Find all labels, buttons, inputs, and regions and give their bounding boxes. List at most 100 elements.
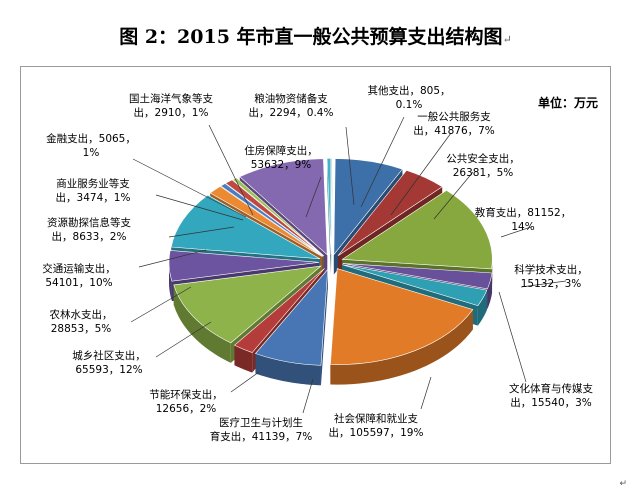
- slice-label-line: 出，41876，7%: [413, 124, 495, 137]
- pie-slice-7: [330, 268, 474, 365]
- slice-label: 商业服务业等支 出，3474，1%: [56, 178, 131, 205]
- pie-slice-2: [333, 158, 403, 256]
- slice-label-line: 出，105597，19%: [328, 426, 424, 439]
- leader-line: [420, 376, 432, 410]
- slice-label-line: 科学技术支出，: [514, 264, 588, 276]
- slice-outer-wall: [477, 290, 487, 326]
- slice-label-line: 商业服务业等支: [56, 178, 130, 190]
- slice-label-line: 社会保障和就业支: [333, 413, 418, 425]
- slice-label-line: 文化体育与传媒支: [509, 383, 593, 395]
- slice-label-line: 医疗卫生与计划生: [219, 417, 303, 429]
- pie-slice-10: [173, 265, 322, 344]
- slice-label-line: 节能环保支出，: [149, 389, 223, 401]
- slice-label-line: 14%: [511, 220, 535, 233]
- pie-slice-4: [341, 189, 493, 270]
- slice-outer-wall: [234, 345, 253, 373]
- pie-slice-9: [233, 268, 325, 353]
- slice-label-line: 54101，10%: [45, 276, 113, 289]
- slice-label-line: 12656，2%: [155, 402, 217, 415]
- pie-slice-5: [342, 263, 493, 290]
- leader-line: [305, 176, 322, 218]
- slice-label: 科学技术支出， 15132，3%: [514, 264, 588, 291]
- slice-label: 住房保障支出， 53632，9%: [244, 145, 318, 172]
- slice-label: 粮油物资储备支 出，2294，0.4%: [249, 93, 334, 120]
- pie-slice-15: [225, 179, 324, 257]
- slice-label-line: 农林水支出，: [49, 309, 113, 321]
- pie-slice-13: [209, 186, 323, 257]
- slice-label: 金融支出，5065， 1%: [46, 133, 136, 160]
- slice-label-line: 出，3474，1%: [55, 191, 131, 204]
- leader-line: [390, 132, 452, 216]
- pie-slice-16: [231, 177, 325, 257]
- leader-line: [208, 124, 254, 216]
- leader-line: [230, 371, 260, 393]
- slice-label: 其他支出，805， 0.1%: [367, 85, 450, 112]
- slice-label-line: 0.1%: [395, 98, 423, 111]
- slice-label: 文化体育与传媒支 出，15540，3%: [509, 383, 593, 410]
- slice-label-line: 交通运输支出，: [42, 263, 116, 275]
- pie-slice-6: [342, 264, 488, 307]
- slice-label-line: 出，8633，2%: [51, 230, 127, 243]
- leader-line: [520, 280, 567, 288]
- slice-label-line: 一般公共服务支: [417, 111, 491, 123]
- pie-slice-18: [326, 158, 332, 255]
- figure-title: 图 2：2015 年市直一般公共预算支出结构图↵: [119, 26, 512, 48]
- unit-label: 单位：万元: [537, 96, 598, 110]
- pie-slice-1: [330, 158, 333, 255]
- slice-label-line: 资源勘探信息等支: [47, 217, 131, 229]
- slice-label: 社会保障和就业支 出，105597，19%: [329, 413, 424, 440]
- slice-label: 节能环保支出， 12656，2%: [149, 389, 223, 416]
- leader-line: [360, 116, 405, 208]
- leader-line: [155, 194, 244, 221]
- leader-line: [302, 378, 314, 414]
- leader-line: [138, 249, 207, 268]
- pie-slice-3: [337, 170, 443, 257]
- slice-label: 公共安全支出， 26381，5%: [446, 153, 520, 180]
- leader-line: [345, 126, 355, 206]
- paragraph-mark: ↵: [502, 33, 512, 46]
- slice-label-line: 国土海洋气象等支: [129, 93, 213, 105]
- slice-outer-wall: [330, 309, 473, 385]
- slice-label-line: 65593，12%: [75, 363, 143, 376]
- slice-label-line: 粮油物资储备支: [254, 93, 328, 105]
- leader-line: [168, 226, 235, 238]
- slice-label-line: 15132，3%: [520, 277, 582, 290]
- slice-label: 农林水支出， 28853，5%: [50, 309, 113, 336]
- slice-label-line: 住房保障支出，: [244, 145, 318, 157]
- pie-slice-8: [254, 268, 329, 366]
- pie-slice-12: [170, 194, 321, 260]
- slice-label-line: 其他支出，805，: [367, 85, 451, 97]
- slice-label: 交通运输支出， 54101，10%: [42, 263, 116, 290]
- slice-label: 城乡社区支出， 65593，12%: [72, 350, 146, 377]
- leader-lines: [130, 116, 567, 414]
- slice-label-line: 出，2910，1%: [133, 106, 209, 119]
- slice-outer-wall: [173, 284, 231, 363]
- chart-frame: 单位：万元 其他支出，805， 0.1% 一般公共服务支 出，41876，7% 公共安全…: [20, 66, 611, 464]
- slice-label: 医疗卫生与计划生 育支出，41139，7%: [210, 417, 313, 444]
- pie-chart: [130, 116, 567, 414]
- pie-slice-17: [239, 158, 328, 256]
- slice-radial-wall: [320, 269, 328, 386]
- slice-outer-wall: [255, 353, 321, 386]
- slice-label-line: 28853，5%: [50, 322, 112, 335]
- slice-label-line: 53632，9%: [250, 158, 312, 171]
- leader-line: [132, 158, 247, 218]
- slice-label-line: 出，15540，3%: [510, 396, 592, 409]
- leader-line: [498, 291, 527, 383]
- leader-line: [155, 321, 212, 358]
- slice-label-line: 育支出，41139，7%: [209, 430, 313, 443]
- slice-label-line: 1%: [82, 146, 100, 159]
- slice-outer-wall: [487, 273, 493, 309]
- slice-label: 资源勘探信息等支 出，8633，2%: [47, 217, 131, 244]
- slice-label-line: 公共安全支出，: [446, 153, 520, 165]
- slice-label-line: 教育支出，81152，: [474, 207, 572, 219]
- slice-label: 教育支出，81152， 14%: [475, 207, 571, 234]
- slice-label-line: 金融支出，5065，: [46, 133, 136, 145]
- slice-label-line: 出，2294，0.4%: [248, 106, 334, 119]
- slice-label: 国土海洋气象等支 出，2910，1%: [129, 93, 213, 120]
- slice-label-line: 城乡社区支出，: [72, 350, 146, 362]
- slice-label-line: 26381，5%: [452, 166, 514, 179]
- leader-line: [500, 226, 532, 238]
- end-paragraph-mark: ↵: [619, 479, 627, 489]
- slice-label: 一般公共服务支 出，41876，7%: [413, 111, 495, 138]
